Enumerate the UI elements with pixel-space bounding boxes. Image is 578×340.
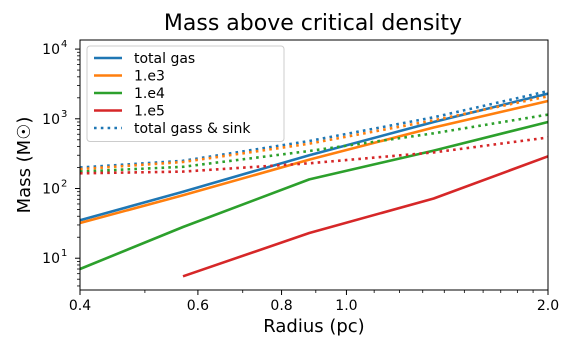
- series-line-5: [79, 95, 549, 171]
- legend-label: 1.e3: [134, 69, 165, 85]
- series-line-7: [79, 136, 549, 175]
- y-tick-exponent: 2: [61, 179, 67, 190]
- y-tick-label: 10: [42, 112, 60, 128]
- legend-label: 1.e5: [134, 104, 165, 120]
- y-axis-label: Mass (M☉): [14, 117, 35, 214]
- series-line-6: [79, 113, 549, 173]
- y-tick-exponent: 4: [61, 39, 67, 50]
- series-line-2: [79, 120, 549, 271]
- series-line-3: [182, 155, 549, 278]
- chart-title: Mass above critical density: [164, 11, 462, 36]
- y-tick-label: 10: [42, 182, 60, 198]
- y-tick-exponent: 1: [61, 248, 67, 259]
- y-tick-exponent: 3: [61, 109, 67, 120]
- legend-label: total gass & sink: [134, 121, 251, 137]
- y-tick-label: 10: [42, 251, 60, 267]
- x-tick-label: 0.4: [69, 298, 91, 314]
- x-tick-label: 0.6: [187, 298, 209, 314]
- x-axis-label: Radius (pc): [263, 316, 364, 337]
- x-tick-label: 2.0: [537, 298, 559, 314]
- series-line-4: [79, 89, 549, 169]
- series-line-1: [79, 99, 549, 225]
- legend-box: [86, 45, 285, 142]
- legend-label: total gas: [134, 51, 195, 67]
- x-tick-label: 0.8: [270, 298, 292, 314]
- plot-frame: [79, 39, 549, 291]
- y-axis-label-text: Mass (M☉): [14, 117, 35, 214]
- legend-label: 1.e4: [134, 86, 165, 102]
- x-tick-label: 1.0: [335, 298, 357, 314]
- y-tick-label: 10: [42, 42, 60, 58]
